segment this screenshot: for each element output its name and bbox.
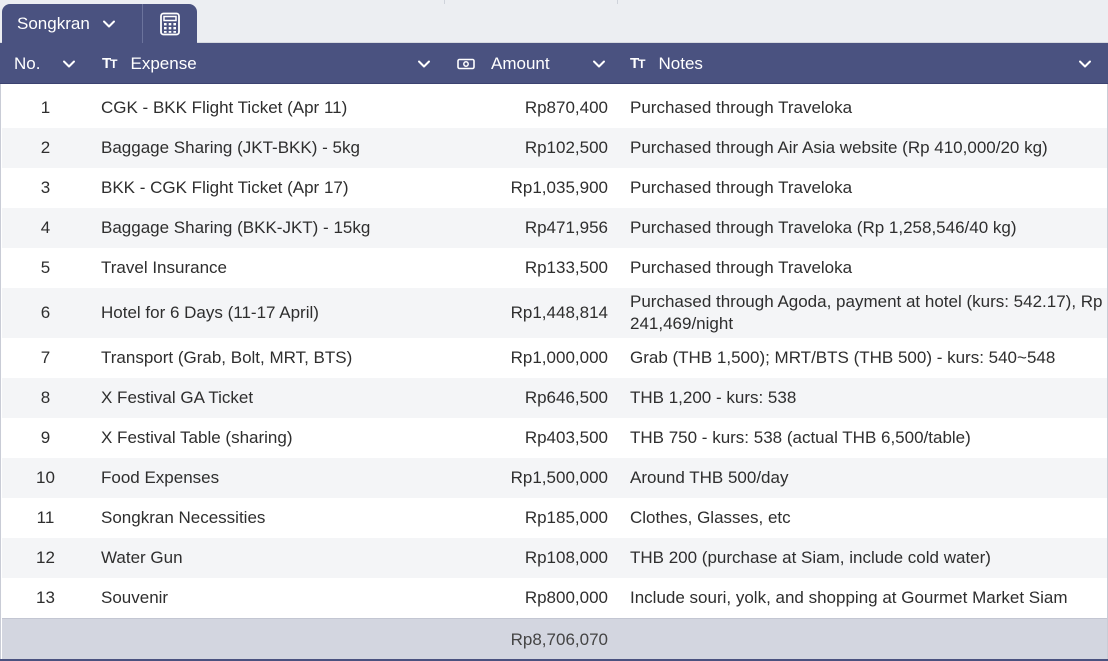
cell-amount: Rp800,000 [524, 588, 608, 607]
cell-notes: Purchased through Air Asia website (Rp 4… [630, 138, 1048, 157]
table-row[interactable]: 12 Water Gun Rp108,000 THB 200 (purchase… [2, 538, 1107, 578]
column-header-notes[interactable]: TT Notes [618, 43, 1108, 84]
table-row[interactable]: 5 Travel Insurance Rp133,500 Purchased t… [2, 248, 1107, 288]
chevron-down-icon [1079, 60, 1091, 68]
cell-expense: Baggage Sharing (BKK-JKT) - 15kg [101, 218, 371, 237]
cell-expense: Souvenir [101, 588, 169, 607]
table-row[interactable]: 6 Hotel for 6 Days (11-17 April) Rp1,448… [2, 288, 1107, 338]
cell-no: 12 [36, 548, 55, 567]
cell-amount: Rp102,500 [524, 138, 608, 157]
table-row[interactable]: 1 CGK - BKK Flight Ticket (Apr 11) Rp870… [2, 88, 1107, 128]
chevron-down-icon [418, 60, 430, 68]
cell-expense: BKK - CGK Flight Ticket (Apr 17) [101, 178, 349, 197]
cell-amount: Rp1,000,000 [510, 348, 608, 367]
column-header-label: Expense [130, 53, 197, 73]
cell-no: 7 [40, 348, 51, 367]
cell-expense: Food Expenses [101, 468, 220, 487]
divider [0, 659, 1108, 661]
cell-amount: Rp1,448,814 [510, 303, 608, 322]
column-header-amount[interactable]: Amount [443, 43, 618, 84]
cell-expense: Hotel for 6 Days (11-17 April) [101, 303, 319, 322]
table-row[interactable]: 4 Baggage Sharing (BKK-JKT) - 15kg Rp471… [2, 208, 1107, 248]
cell-notes: Purchased through Traveloka (Rp 1,258,54… [630, 218, 1017, 237]
sheet-tab-songkran[interactable]: Songkran [2, 4, 197, 44]
cell-notes: THB 200 (purchase at Siam, include cold … [630, 548, 991, 567]
cell-amount: Rp133,500 [524, 258, 608, 277]
cell-no: 5 [40, 258, 51, 277]
column-header-expense[interactable]: TT Expense [88, 43, 443, 84]
chevron-down-icon [102, 20, 115, 28]
cell-expense: Transport (Grab, Bolt, MRT, BTS) [101, 348, 353, 367]
cell-no: 13 [36, 588, 55, 607]
cell-expense: Water Gun [101, 548, 183, 567]
cell-notes: Purchased through Agoda, payment at hote… [630, 292, 1103, 333]
total-amount[interactable]: Rp8,706,070 [510, 629, 608, 649]
sheet-tab-name-dropdown[interactable]: Songkran [2, 4, 142, 44]
cell-no: 4 [40, 218, 51, 237]
cell-expense: Songkran Necessities [101, 508, 266, 527]
cell-no: 6 [40, 303, 51, 322]
cell-amount: Rp1,500,000 [510, 468, 608, 487]
cell-amount: Rp403,500 [524, 428, 608, 447]
column-header-no[interactable]: No. [0, 43, 88, 84]
table-row[interactable]: 11 Songkran Necessities Rp185,000 Clothe… [2, 498, 1107, 538]
divider [444, 0, 445, 4]
cell-no: 2 [40, 138, 51, 157]
divider [142, 4, 143, 44]
table-row[interactable]: 7 Transport (Grab, Bolt, MRT, BTS) Rp1,0… [2, 338, 1107, 378]
cell-expense: Baggage Sharing (JKT-BKK) - 5kg [101, 138, 360, 157]
calculator-button[interactable] [143, 4, 197, 44]
table-row[interactable]: 8 X Festival GA Ticket Rp646,500 THB 1,2… [2, 378, 1107, 418]
cell-amount: Rp108,000 [524, 548, 608, 567]
cell-no: 1 [40, 98, 51, 117]
table-row[interactable]: 9 X Festival Table (sharing) Rp403,500 T… [2, 418, 1107, 458]
cell-notes: Purchased through Traveloka [630, 258, 853, 277]
table-row[interactable]: 3 BKK - CGK Flight Ticket (Apr 17) Rp1,0… [2, 168, 1107, 208]
cell-expense: Travel Insurance [101, 258, 227, 277]
column-header-label: No. [14, 53, 41, 73]
cell-amount: Rp471,956 [524, 218, 608, 237]
cell-notes: Purchased through Traveloka [630, 98, 853, 117]
cell-notes: THB 1,200 - kurs: 538 [630, 388, 797, 407]
cell-no: 3 [40, 178, 51, 197]
cell-notes: Around THB 500/day [630, 468, 789, 487]
cell-no: 10 [36, 468, 55, 487]
divider [617, 0, 618, 4]
cell-amount: Rp646,500 [524, 388, 608, 407]
currency-icon [457, 58, 475, 69]
column-header-label: Amount [491, 53, 550, 73]
sheet-tab-bar: Songkran [0, 0, 1108, 44]
cell-notes: THB 750 - kurs: 538 (actual THB 6,500/ta… [630, 428, 971, 447]
table-row[interactable]: 10 Food Expenses Rp1,500,000 Around THB … [2, 458, 1107, 498]
cell-notes: Clothes, Glasses, etc [630, 508, 791, 527]
table-header: No. TT Expense Amount TT Notes [0, 43, 1108, 84]
cell-amount: Rp1,035,900 [510, 178, 608, 197]
chevron-down-icon [593, 60, 605, 68]
column-header-label: Notes [658, 53, 703, 73]
cell-no: 11 [36, 508, 55, 527]
table-body: 1 CGK - BKK Flight Ticket (Apr 11) Rp870… [0, 84, 1108, 661]
table-row[interactable]: 13 Souvenir Rp800,000 Include souri, yol… [2, 578, 1107, 618]
calculator-icon [160, 12, 180, 36]
cell-amount: Rp185,000 [524, 508, 608, 527]
cell-notes: Grab (THB 1,500); MRT/BTS (THB 500) - ku… [630, 348, 1056, 367]
cell-amount: Rp870,400 [524, 98, 608, 117]
cell-no: 9 [40, 428, 51, 447]
text-type-icon: TT [630, 55, 646, 72]
chevron-down-icon [63, 60, 75, 68]
sheet-tab-label: Songkran [17, 14, 90, 33]
cell-expense: X Festival GA Ticket [101, 388, 254, 407]
cell-no: 8 [40, 388, 51, 407]
cell-notes: Purchased through Traveloka [630, 178, 853, 197]
cell-notes: Include souri, yolk, and shopping at Gou… [630, 588, 1068, 607]
cell-expense: X Festival Table (sharing) [101, 428, 293, 447]
table-row[interactable]: 2 Baggage Sharing (JKT-BKK) - 5kg Rp102,… [2, 128, 1107, 168]
summary-footer-row: Rp8,706,070 [2, 618, 1107, 660]
cell-expense: CGK - BKK Flight Ticket (Apr 11) [101, 98, 348, 117]
text-type-icon: TT [102, 55, 118, 72]
